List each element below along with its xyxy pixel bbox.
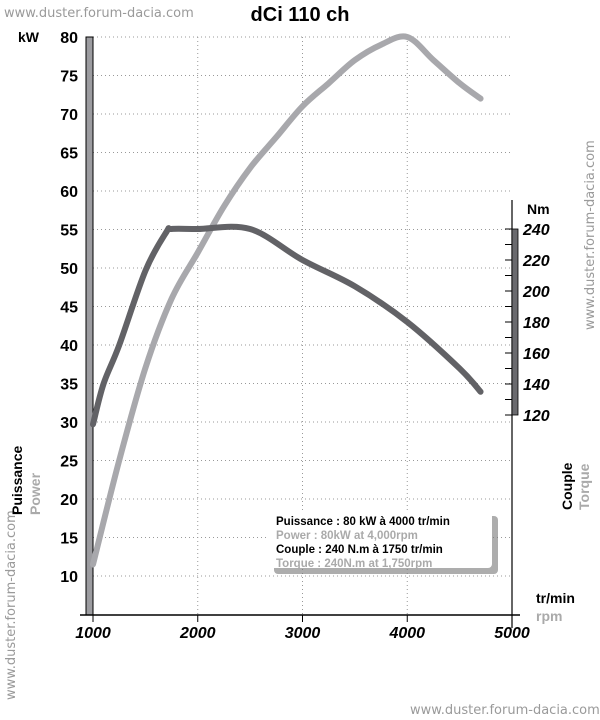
x-tick-label: 5000: [494, 625, 530, 642]
y-right-tick-label: 120: [523, 408, 550, 425]
y-right-tick-label: 220: [522, 253, 550, 270]
x-tick-label: 4000: [388, 625, 425, 642]
y-left-tick-label: 80: [60, 30, 78, 47]
y-right-tick-label: 240: [522, 222, 550, 239]
series-power-line: [90, 33, 484, 568]
legend-line-torque-en: Torque : 240N.m at 1,750rpm: [276, 558, 432, 570]
y-left-tick-label: 10: [60, 569, 78, 586]
y-right-tick-label: 160: [523, 346, 550, 363]
grid: [93, 36, 512, 615]
y-left-tick-label: 35: [60, 377, 78, 394]
y-left-tick-label: 45: [60, 300, 78, 317]
x-unit-en: rpm: [536, 608, 562, 624]
y-left-tick-label: 75: [60, 69, 78, 86]
y-left-label-en: Power: [27, 472, 43, 515]
legend-line-power-en: Power : 80kW at 4,000rpm: [276, 530, 418, 542]
y-left-tick-label: 20: [60, 492, 78, 509]
y-left-tick-label: 55: [60, 223, 78, 240]
y-left-tick-label: 30: [60, 415, 78, 432]
x-tick-label: 2000: [179, 625, 216, 642]
legend-line-power-fr: Puissance : 80 kW à 4000 tr/min: [276, 516, 450, 528]
y-right-label-fr: Couple: [559, 462, 575, 510]
y-left-unit: kW: [18, 29, 40, 45]
y-left-tick-label: 60: [60, 184, 78, 201]
y-left-tick-label: 25: [60, 454, 78, 471]
x-tick-label: 3000: [285, 625, 321, 642]
y-left-tick-label: 15: [60, 531, 78, 548]
watermark-left: www.duster.forum-dacia.com: [4, 510, 19, 700]
watermark-right: www.duster.forum-dacia.com: [583, 140, 598, 330]
y-right-tick-label: 140: [523, 377, 550, 394]
y-right-tick-label: 180: [523, 315, 550, 332]
watermark-top: www.duster.forum-dacia.com: [4, 6, 194, 21]
x-unit-fr: tr/min: [536, 590, 575, 606]
legend-line-torque-fr: Couple : 240 N.m à 1750 tr/min: [276, 544, 443, 556]
watermark-bottom: www.duster.forum-dacia.com: [410, 703, 600, 718]
y-left-tick-label: 40: [60, 338, 78, 355]
x-tick-label: 1000: [75, 625, 111, 642]
y-right-axis-bar: [511, 228, 519, 416]
y-right-tick-label: 200: [522, 284, 550, 301]
y-right-unit: Nm: [527, 201, 550, 217]
y-right-label-en: Torque: [576, 463, 592, 510]
y-left-axis-bar: [85, 36, 94, 616]
y-left-tick-label: 65: [60, 146, 78, 163]
legend: Puissance : 80 kW à 4000 tr/min Power : …: [268, 510, 498, 574]
y-left-tick-label: 50: [60, 261, 78, 278]
y-left-label-fr: Puissance: [9, 446, 25, 515]
chart-title: dCi 110 ch: [251, 4, 350, 26]
y-left-tick-label: 70: [60, 107, 78, 124]
series-torque-line: [90, 223, 484, 428]
